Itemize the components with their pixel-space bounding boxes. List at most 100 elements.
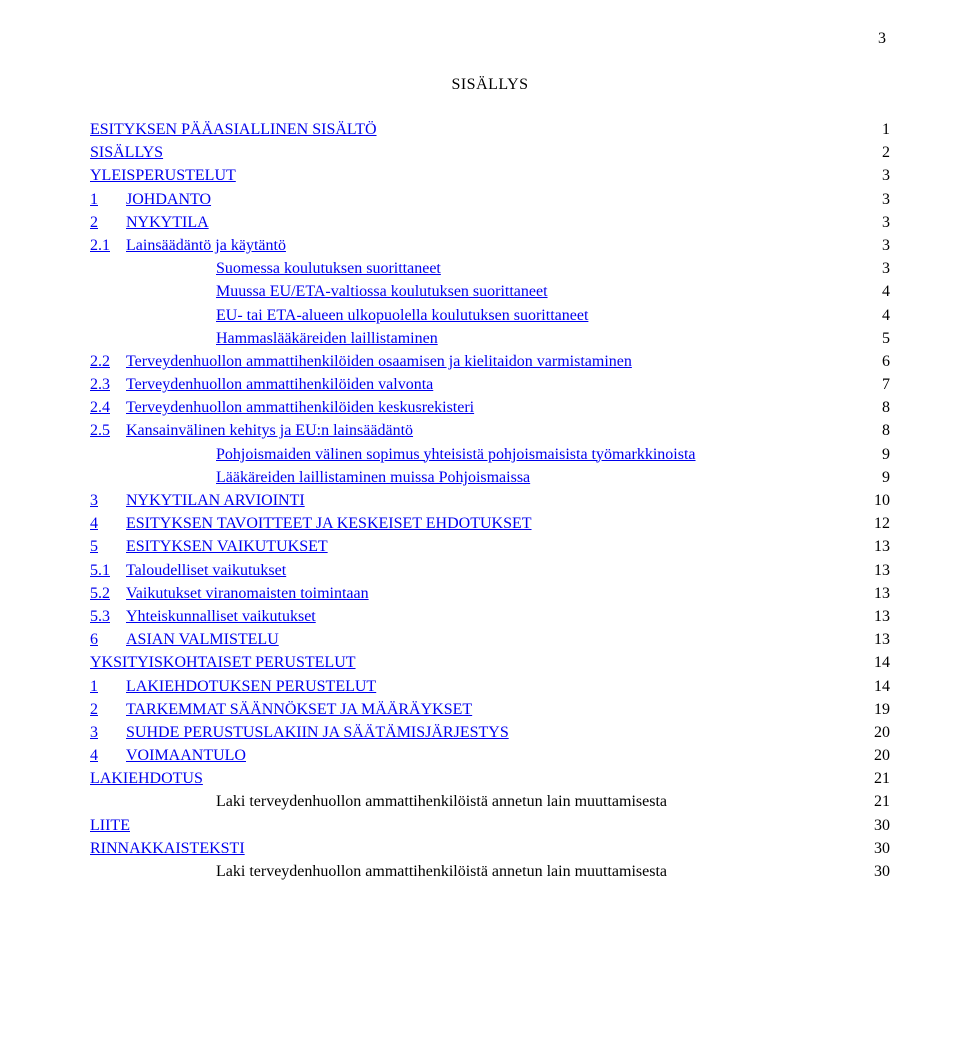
- toc-page: 20: [858, 721, 890, 744]
- toc-row: SISÄLLYS2: [90, 141, 890, 164]
- toc-label[interactable]: LAKIEHDOTUS: [90, 767, 858, 790]
- toc-label[interactable]: ESITYKSEN VAIKUTUKSET: [126, 535, 858, 558]
- toc-row: 3NYKYTILAN ARVIOINTI10: [90, 489, 890, 512]
- toc-label[interactable]: Kansainvälinen kehitys ja EU:n lainsäädä…: [126, 419, 858, 442]
- toc-number[interactable]: 4: [90, 744, 126, 767]
- toc-row: LIITE30: [90, 814, 890, 837]
- toc-number[interactable]: 1: [90, 675, 126, 698]
- toc-entries: ESITYKSEN PÄÄASIALLINEN SISÄLTÖ1SISÄLLYS…: [90, 118, 890, 883]
- toc-page: 3: [858, 234, 890, 257]
- toc-label[interactable]: SUHDE PERUSTUSLAKIIN JA SÄÄTÄMISJÄRJESTY…: [126, 721, 858, 744]
- toc-label[interactable]: NYKYTILA: [126, 211, 858, 234]
- toc-row: 5.2Vaikutukset viranomaisten toimintaan1…: [90, 582, 890, 605]
- toc-row: Laki terveydenhuollon ammattihenkilöistä…: [90, 860, 890, 883]
- toc-label[interactable]: ASIAN VALMISTELU: [126, 628, 858, 651]
- toc-label[interactable]: ESITYKSEN TAVOITTEET JA KESKEISET EHDOTU…: [126, 512, 858, 535]
- toc-label[interactable]: Lainsäädäntö ja käytäntö: [126, 234, 858, 257]
- page-number-top: 3: [90, 30, 890, 48]
- toc-number[interactable]: 5.2: [90, 582, 126, 605]
- toc-label[interactable]: Yhteiskunnalliset vaikutukset: [126, 605, 858, 628]
- toc-row: Laki terveydenhuollon ammattihenkilöistä…: [90, 790, 890, 813]
- toc-page: 19: [858, 698, 890, 721]
- toc-label[interactable]: Vaikutukset viranomaisten toimintaan: [126, 582, 858, 605]
- toc-label: Laki terveydenhuollon ammattihenkilöistä…: [216, 860, 858, 883]
- toc-label[interactable]: NYKYTILAN ARVIOINTI: [126, 489, 858, 512]
- toc-page: 30: [858, 860, 890, 883]
- toc-label[interactable]: Pohjoismaiden välinen sopimus yhteisistä…: [216, 443, 858, 466]
- toc-label[interactable]: LIITE: [90, 814, 858, 837]
- toc-page: 4: [858, 280, 890, 303]
- toc-number[interactable]: 3: [90, 721, 126, 744]
- toc-page: 20: [858, 744, 890, 767]
- toc-row: 2.3Terveydenhuollon ammattihenkilöiden v…: [90, 373, 890, 396]
- toc-row: RINNAKKAISTEKSTI30: [90, 837, 890, 860]
- toc-label[interactable]: Hammaslääkäreiden laillistaminen: [216, 327, 858, 350]
- toc-row: YLEISPERUSTELUT3: [90, 164, 890, 187]
- toc-number[interactable]: 3: [90, 489, 126, 512]
- toc-row: LAKIEHDOTUS21: [90, 767, 890, 790]
- toc-number[interactable]: 2: [90, 211, 126, 234]
- toc-label[interactable]: Terveydenhuollon ammattihenkilöiden osaa…: [126, 350, 858, 373]
- toc-number[interactable]: 2: [90, 698, 126, 721]
- toc-label[interactable]: RINNAKKAISTEKSTI: [90, 837, 858, 860]
- toc-number[interactable]: 5.1: [90, 559, 126, 582]
- toc-number[interactable]: 2.5: [90, 419, 126, 442]
- toc-label[interactable]: LAKIEHDOTUKSEN PERUSTELUT: [126, 675, 858, 698]
- toc-label[interactable]: Lääkäreiden laillistaminen muissa Pohjoi…: [216, 466, 858, 489]
- toc-label[interactable]: ESITYKSEN PÄÄASIALLINEN SISÄLTÖ: [90, 118, 858, 141]
- toc-number[interactable]: 2.4: [90, 396, 126, 419]
- toc-page: 13: [858, 628, 890, 651]
- toc-page: 6: [858, 350, 890, 373]
- toc-row: 2TARKEMMAT SÄÄNNÖKSET JA MÄÄRÄYKSET19: [90, 698, 890, 721]
- toc-row: ESITYKSEN PÄÄASIALLINEN SISÄLTÖ1: [90, 118, 890, 141]
- toc-label[interactable]: Suomessa koulutuksen suorittaneet: [216, 257, 858, 280]
- toc-label[interactable]: Terveydenhuollon ammattihenkilöiden valv…: [126, 373, 858, 396]
- toc-page: 21: [858, 767, 890, 790]
- toc-label[interactable]: YLEISPERUSTELUT: [90, 164, 858, 187]
- toc-row: Muussa EU/ETA-valtiossa koulutuksen suor…: [90, 280, 890, 303]
- toc-page: 9: [858, 466, 890, 489]
- toc-number[interactable]: 4: [90, 512, 126, 535]
- toc-row: 5.1Taloudelliset vaikutukset13: [90, 559, 890, 582]
- toc-number[interactable]: 5: [90, 535, 126, 558]
- toc-label[interactable]: YKSITYISKOHTAISET PERUSTELUT: [90, 651, 858, 674]
- toc-page: 9: [858, 443, 890, 466]
- toc-row: Hammaslääkäreiden laillistaminen5: [90, 327, 890, 350]
- toc-number[interactable]: 1: [90, 188, 126, 211]
- toc-row: 1LAKIEHDOTUKSEN PERUSTELUT14: [90, 675, 890, 698]
- toc-row: 4ESITYKSEN TAVOITTEET JA KESKEISET EHDOT…: [90, 512, 890, 535]
- toc-number[interactable]: 2.1: [90, 234, 126, 257]
- toc-page: 10: [858, 489, 890, 512]
- toc-row: YKSITYISKOHTAISET PERUSTELUT14: [90, 651, 890, 674]
- toc-row: 1JOHDANTO3: [90, 188, 890, 211]
- toc-label[interactable]: Muussa EU/ETA-valtiossa koulutuksen suor…: [216, 280, 858, 303]
- toc-number[interactable]: 2.2: [90, 350, 126, 373]
- toc-page: 4: [858, 304, 890, 327]
- toc-page: 3: [858, 257, 890, 280]
- toc-number[interactable]: 5.3: [90, 605, 126, 628]
- toc-number[interactable]: 6: [90, 628, 126, 651]
- toc-label[interactable]: TARKEMMAT SÄÄNNÖKSET JA MÄÄRÄYKSET: [126, 698, 858, 721]
- toc-page: 13: [858, 605, 890, 628]
- toc-label[interactable]: EU- tai ETA-alueen ulkopuolella koulutuk…: [216, 304, 858, 327]
- toc-page: 3: [858, 164, 890, 187]
- toc-number[interactable]: 2.3: [90, 373, 126, 396]
- toc-page: 13: [858, 559, 890, 582]
- toc-row: 5ESITYKSEN VAIKUTUKSET13: [90, 535, 890, 558]
- toc-page: 21: [858, 790, 890, 813]
- toc-page: 2: [858, 141, 890, 164]
- toc-label[interactable]: Terveydenhuollon ammattihenkilöiden kesk…: [126, 396, 858, 419]
- toc-page: 8: [858, 396, 890, 419]
- toc-row: 2NYKYTILA3: [90, 211, 890, 234]
- toc-label[interactable]: Taloudelliset vaikutukset: [126, 559, 858, 582]
- toc-page: 3: [858, 188, 890, 211]
- toc-page: 3: [858, 211, 890, 234]
- toc-label[interactable]: JOHDANTO: [126, 188, 858, 211]
- toc-page: 12: [858, 512, 890, 535]
- toc-label[interactable]: SISÄLLYS: [90, 141, 858, 164]
- toc-row: 5.3Yhteiskunnalliset vaikutukset13: [90, 605, 890, 628]
- toc-row: 2.2Terveydenhuollon ammattihenkilöiden o…: [90, 350, 890, 373]
- toc-title: SISÄLLYS: [90, 76, 890, 94]
- toc-label[interactable]: VOIMAANTULO: [126, 744, 858, 767]
- toc-page: 8: [858, 419, 890, 442]
